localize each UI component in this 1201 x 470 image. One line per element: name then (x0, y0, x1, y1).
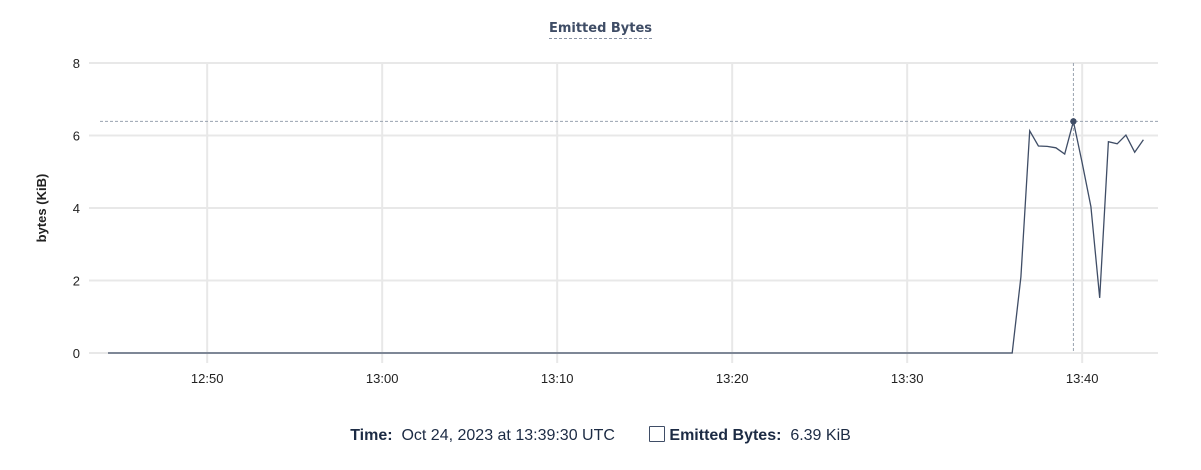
chart-title[interactable]: Emitted Bytes (0, 19, 1201, 39)
series-value: 6.39 KiB (790, 427, 851, 444)
crosshair (100, 63, 1158, 353)
x-tick-label: 13:40 (1066, 371, 1099, 386)
x-tick-label: 13:20 (716, 371, 749, 386)
series-label: Emitted Bytes: (669, 427, 782, 444)
x-tick-label: 12:50 (191, 371, 224, 386)
y-tick-label: 6 (73, 129, 80, 144)
series-toggle-checkbox[interactable] (649, 426, 666, 442)
x-tick-label: 13:10 (541, 371, 574, 386)
chart-title-text[interactable]: Emitted Bytes (548, 21, 653, 39)
y-tick-label: 4 (73, 201, 80, 216)
axis-ticks: 0 2 4 6 8 12:50 13:00 13:10 13:20 13:30 13:40 (73, 56, 1099, 386)
y-tick-label: 0 (73, 346, 80, 361)
time-label: Time: (350, 427, 393, 444)
y-tick-label: 2 (73, 274, 80, 289)
hover-point[interactable] (1070, 118, 1077, 125)
time-value: Oct 24, 2023 at 13:39:30 UTC (401, 427, 615, 444)
x-tick-label: 13:00 (366, 371, 399, 386)
y-axis-label: bytes (KiB) (34, 174, 49, 243)
y-tick-label: 8 (73, 56, 80, 71)
hover-legend: Time: Oct 24, 2023 at 13:39:30 UTC Emitt… (0, 426, 1201, 445)
series-line (108, 121, 1144, 354)
grid (89, 62, 1158, 363)
x-tick-label: 13:30 (891, 371, 924, 386)
